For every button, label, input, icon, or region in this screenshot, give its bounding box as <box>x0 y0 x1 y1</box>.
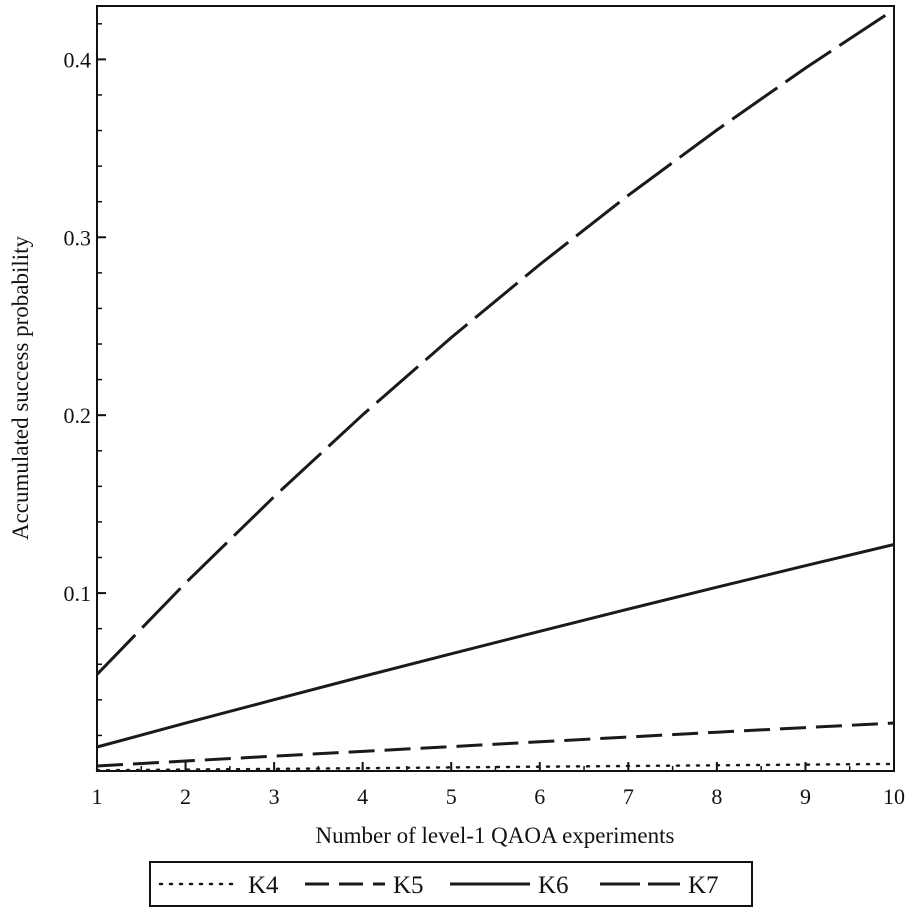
legend-label-k6: K6 <box>538 872 569 899</box>
legend-label-k7: K7 <box>688 872 719 899</box>
y-axis-title: Accumulated success probability <box>8 235 33 540</box>
y-tick-label: 0.1 <box>64 581 92 606</box>
x-axis: 1 2 3 4 5 6 7 8 9 10 <box>92 762 905 809</box>
series-line-k6 <box>96 543 895 749</box>
series-line-k4 <box>95 762 896 772</box>
series-lines <box>95 8 896 772</box>
y-tick-label: 0.3 <box>64 225 92 250</box>
x-tick-label: 9 <box>800 784 811 809</box>
x-axis-title: Number of level-1 QAOA experiments <box>316 823 675 848</box>
y-axis: 0.1 0.2 0.3 0.4 <box>64 23 106 737</box>
x-tick-label: 3 <box>269 784 280 809</box>
x-tick-label: 7 <box>623 784 634 809</box>
x-tick-label: 10 <box>883 784 905 809</box>
series-line-k5 <box>96 721 895 768</box>
x-tick-label: 5 <box>446 784 457 809</box>
legend-label-k5: K5 <box>393 872 424 899</box>
x-tick-label: 4 <box>357 784 368 809</box>
y-tick-label: 0.4 <box>64 47 92 72</box>
legend-items: K4 K5 K6 K7 <box>158 872 719 899</box>
plot-frame <box>96 5 895 772</box>
x-tick-label: 8 <box>711 784 722 809</box>
legend-label-k4: K4 <box>248 872 279 899</box>
legend: K4 K5 K6 K7 <box>149 861 753 907</box>
x-tick-label: 1 <box>92 784 103 809</box>
y-tick-label: 0.2 <box>64 403 92 428</box>
x-tick-label: 2 <box>180 784 191 809</box>
x-tick-label: 6 <box>534 784 545 809</box>
series-line-k7 <box>95 8 895 676</box>
